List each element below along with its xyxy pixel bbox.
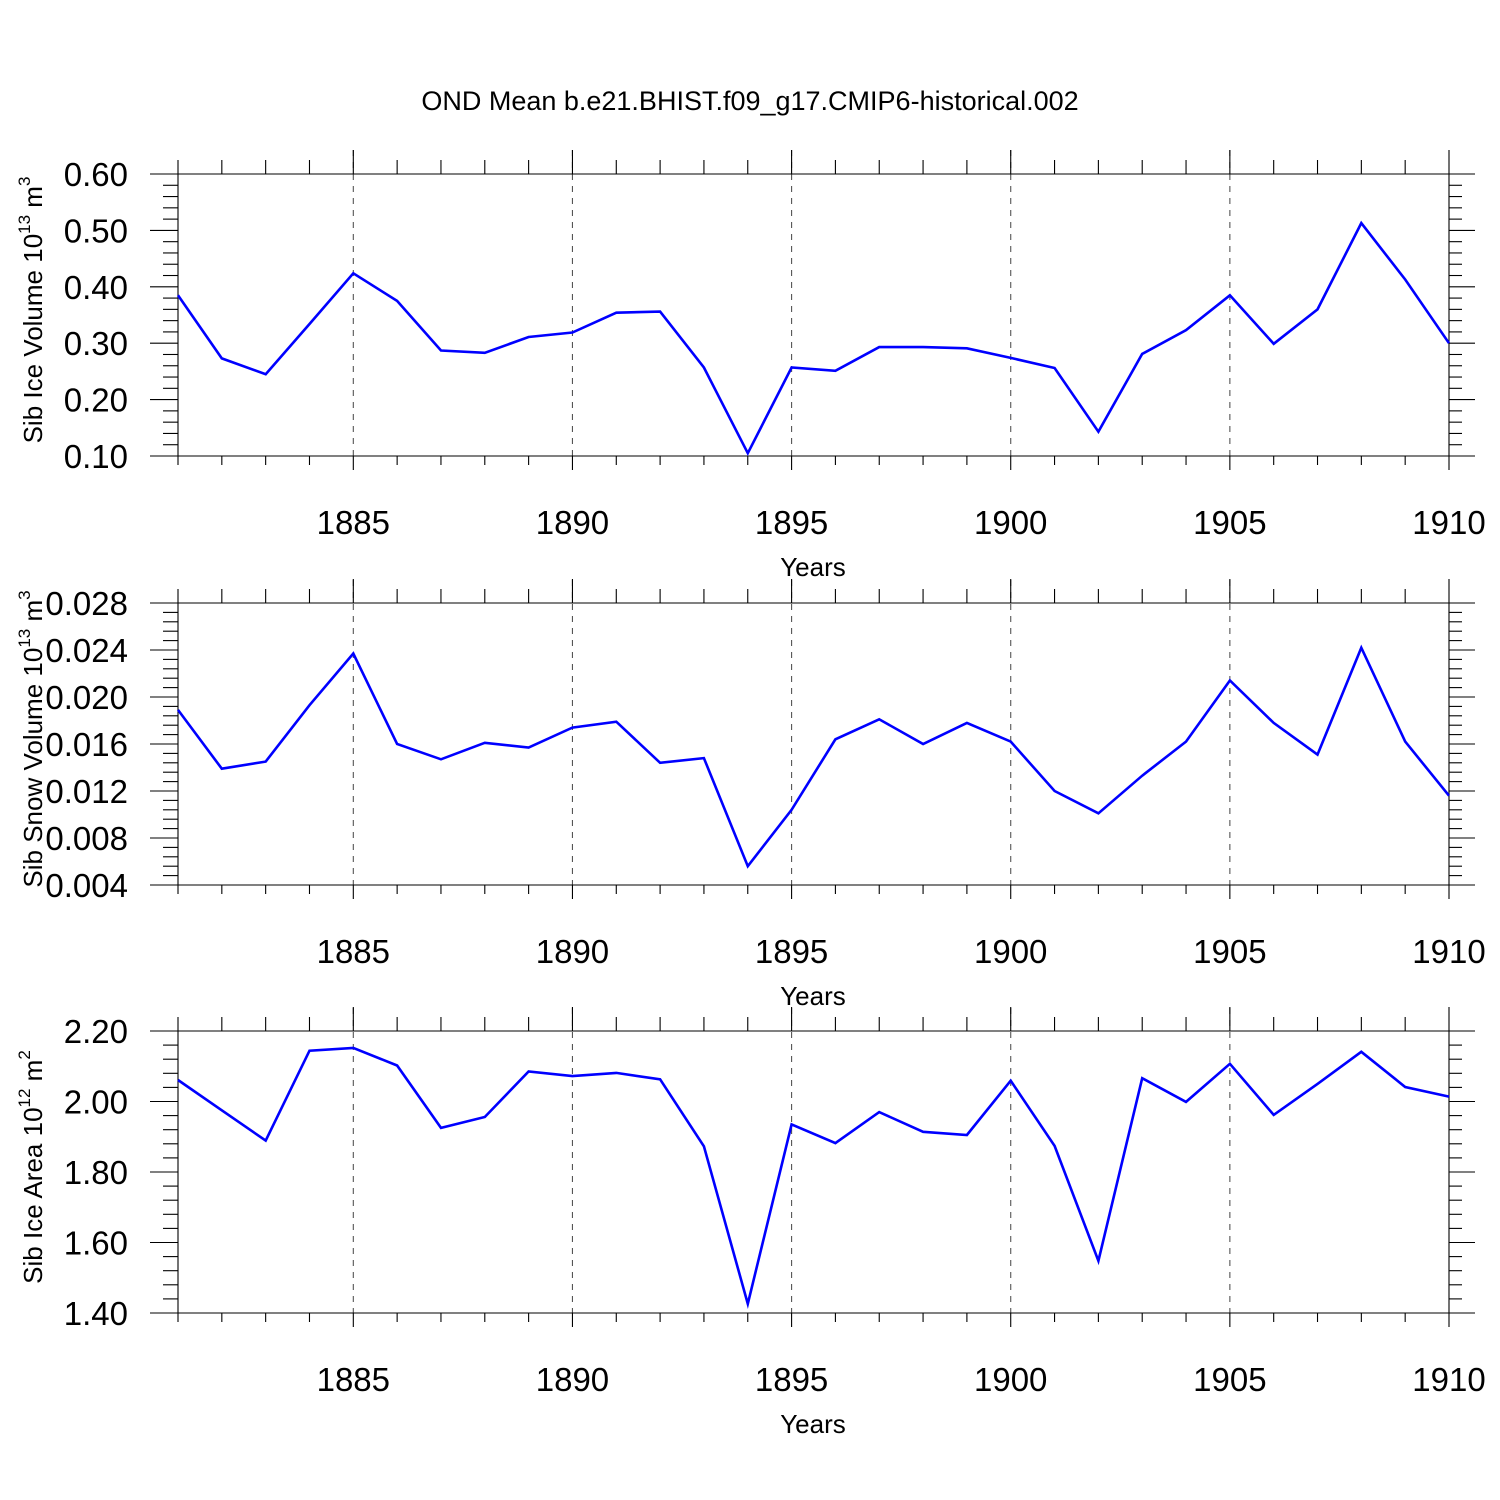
y-tick-label: 0.024	[45, 632, 128, 669]
y-tick-label: 0.004	[45, 867, 128, 904]
y-tick-label: 2.00	[64, 1084, 128, 1121]
x-tick-label: 1885	[317, 504, 390, 541]
x-tick-label: 1900	[974, 504, 1047, 541]
x-tick-label: 1910	[1412, 504, 1485, 541]
x-tick-label: 1910	[1412, 933, 1485, 970]
y-axis-title-part: 13	[15, 629, 34, 648]
x-tick-label: 1890	[536, 504, 609, 541]
chart-panel-1: 0.10 0.20 0.30 0.40 0.50 0.60 1885 1890 1895 1900…	[15, 150, 1486, 582]
y-tick-label: 2.20	[64, 1013, 128, 1050]
y-axis-title-part: 3	[15, 590, 34, 599]
y-axis-title-part: m	[18, 1060, 48, 1089]
chart-title: OND Mean b.e21.BHIST.f09_g17.CMIP6-histo…	[421, 86, 1078, 116]
x-axis-title: Years	[780, 1409, 846, 1439]
y-tick-label: 0.40	[64, 269, 128, 306]
y-axis-title: Sib Ice Volume 1013 m3	[15, 177, 48, 444]
series-line	[176, 644, 1451, 869]
chart-panel-3: 1.40 1.60 1.80 2.00 2.20 1885 1890 1895 1900 1905…	[15, 1007, 1486, 1439]
y-axis-title-part: Sib Ice Volume 10	[18, 234, 48, 444]
y-axis-title-part: Sib Ice Area 10	[18, 1107, 48, 1283]
y-tick-label: 0.30	[64, 325, 128, 362]
y-tick-label: 0.012	[45, 773, 128, 810]
x-tick-label: 1890	[536, 1361, 609, 1398]
x-tick-label: 1890	[536, 933, 609, 970]
y-tick-label: 0.028	[45, 585, 128, 622]
y-tick-label: 0.020	[45, 679, 128, 716]
y-axis-title-part: Sib Snow Volume 10	[18, 648, 48, 888]
x-tick-label: 1885	[317, 1361, 390, 1398]
x-tick-label: 1900	[974, 933, 1047, 970]
x-tick-label: 1905	[1193, 504, 1266, 541]
y-axis-title-part: 12	[15, 1089, 34, 1108]
y-axis-title-part: 13	[15, 215, 34, 234]
y-tick-label: 1.60	[64, 1225, 128, 1262]
x-axis-title: Years	[780, 981, 846, 1011]
x-axis-title: Years	[780, 552, 846, 582]
x-tick-label: 1895	[755, 933, 828, 970]
x-tick-label: 1905	[1193, 933, 1266, 970]
series-line	[177, 1046, 1450, 1309]
y-tick-label: 0.10	[64, 438, 128, 475]
y-tick-label: 0.20	[64, 382, 128, 419]
y-tick-label: 0.50	[64, 212, 128, 249]
y-tick-label: 1.40	[64, 1295, 128, 1332]
y-axis-title-part: 2	[15, 1050, 34, 1059]
y-axis-title: Sib Snow Volume 1013 m3	[15, 590, 48, 887]
chart-panel-2: 0.004 0.008 0.012 0.016 0.020 0.024 0.028 1885 1…	[15, 579, 1486, 1011]
x-tick-label: 1910	[1412, 1361, 1485, 1398]
x-tick-label: 1905	[1193, 1361, 1266, 1398]
y-tick-label: 0.60	[64, 156, 128, 193]
y-axis-title-part: m	[18, 186, 48, 215]
x-tick-label: 1885	[317, 933, 390, 970]
y-tick-label: 1.80	[64, 1154, 128, 1191]
x-tick-label: 1895	[755, 1361, 828, 1398]
y-tick-label: 0.008	[45, 820, 128, 857]
x-tick-label: 1895	[755, 504, 828, 541]
y-axis-title: Sib Ice Area 1012 m2	[15, 1050, 48, 1284]
y-axis-title-part: 3	[15, 177, 34, 186]
series-line	[176, 220, 1451, 457]
y-axis-title-part: m	[18, 600, 48, 629]
y-tick-label: 0.016	[45, 726, 128, 763]
x-tick-label: 1900	[974, 1361, 1047, 1398]
